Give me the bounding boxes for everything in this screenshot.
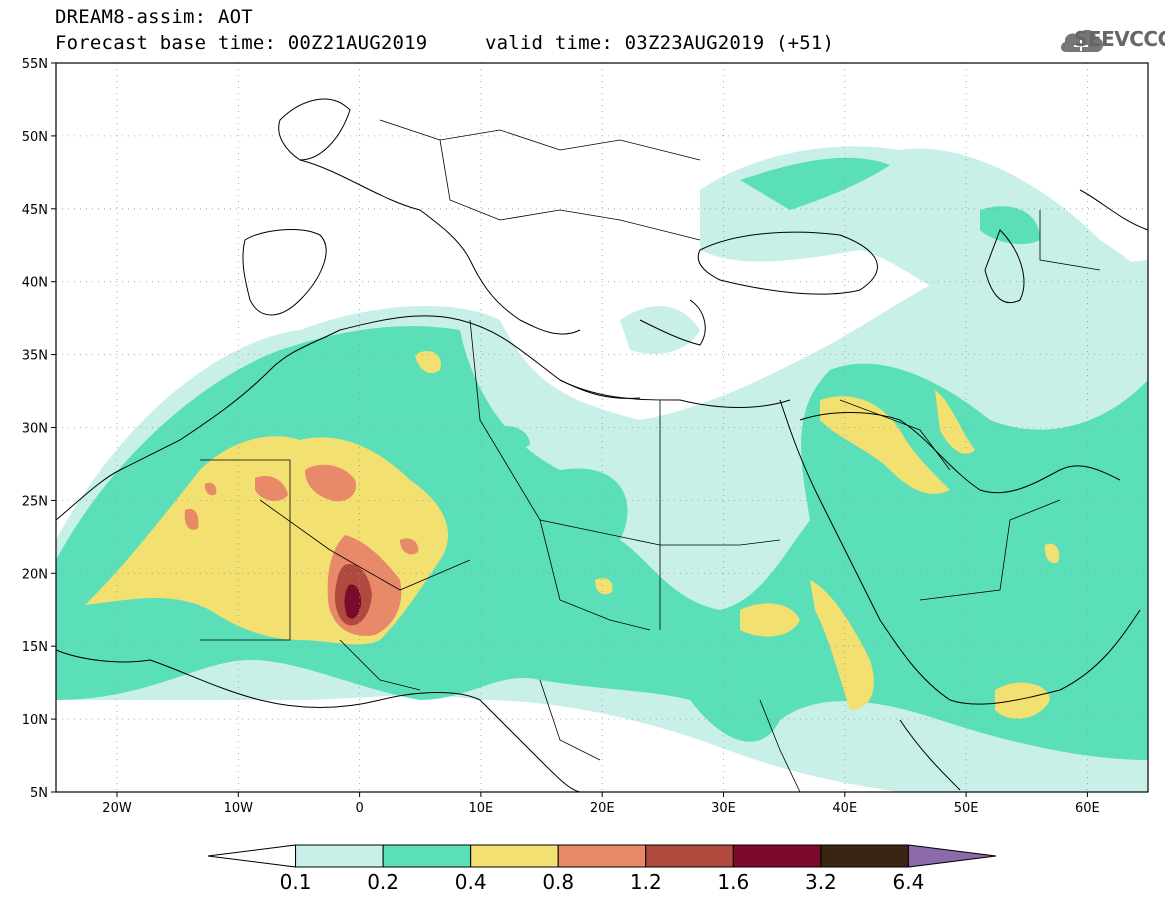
lon-label: 20E xyxy=(590,801,615,816)
aot-region-high xyxy=(935,390,975,454)
aot-region-very-high xyxy=(204,482,217,496)
colorbar-label: 1.2 xyxy=(630,870,662,894)
colorbar-swatch xyxy=(645,844,734,868)
aot-region-very-high xyxy=(305,464,356,502)
colorbar-label: 0.4 xyxy=(455,870,487,894)
aot-region-high xyxy=(740,603,800,637)
lat-label: 45N xyxy=(22,203,48,218)
aot-region-very-high xyxy=(184,508,199,530)
lat-label: 25N xyxy=(22,494,48,509)
aot-region-mid xyxy=(490,425,530,450)
aot-region-high xyxy=(415,350,441,374)
lon-label: 60E xyxy=(1075,801,1100,816)
lon-label: 10W xyxy=(224,801,254,816)
lon-label: 50E xyxy=(954,801,979,816)
aot-region-max xyxy=(344,584,362,619)
logo-text: SEEVCCC xyxy=(1074,27,1165,51)
colorbar-label: 0.2 xyxy=(367,870,399,894)
colorbar-label: 0.1 xyxy=(280,870,312,894)
aot-region-very-high xyxy=(400,538,419,555)
cloud-icon xyxy=(1060,29,1104,52)
latitude-labels: 55N 50N 45N 40N 35N 30N 25N 20N 15N 10N 5N xyxy=(22,57,56,801)
lat-label: 40N xyxy=(22,276,48,291)
aot-region-mid xyxy=(740,157,890,210)
lat-label: 10N xyxy=(22,713,48,728)
lat-label: 30N xyxy=(22,422,48,437)
colorbar-labels: 0.1 0.2 0.4 0.8 1.2 1.6 3.2 6.4 xyxy=(280,870,925,894)
aot-region-high xyxy=(810,580,874,710)
colorbar-swatch xyxy=(470,844,559,868)
lat-label: 35N xyxy=(22,349,48,364)
colorbar-arrow-high xyxy=(907,844,997,868)
lon-label: 20W xyxy=(102,801,132,816)
colorbar-swatch xyxy=(732,844,822,868)
colorbar-label: 0.8 xyxy=(542,870,574,894)
aot-region-mid xyxy=(980,206,1040,245)
aot-region-high xyxy=(595,578,613,595)
lon-label: 0 xyxy=(355,801,363,816)
colorbar-label: 1.6 xyxy=(717,870,749,894)
lon-label: 40E xyxy=(832,801,857,816)
lat-label: 50N xyxy=(22,130,48,145)
colorbar xyxy=(207,844,997,868)
coastlines xyxy=(55,98,1149,793)
country-borders xyxy=(200,119,1101,793)
longitude-labels: 20W 10W 0 10E 20E 30E 40E 50E 60E xyxy=(102,792,1100,816)
aot-region-high xyxy=(995,682,1050,719)
lat-label: 15N xyxy=(22,640,48,655)
aot-region-very-high xyxy=(255,475,288,502)
colorbar-label: 3.2 xyxy=(805,870,837,894)
map-title: DREAM8-assim: AOT xyxy=(55,6,253,28)
colorbar-swatch xyxy=(820,844,909,868)
lon-label: 30E xyxy=(711,801,736,816)
aot-region-high xyxy=(1044,543,1060,564)
lat-label: 20N xyxy=(22,567,48,582)
map-plot-area xyxy=(55,62,1149,793)
lat-label: 5N xyxy=(30,786,48,801)
colorbar-swatch xyxy=(295,844,384,868)
colorbar-swatch xyxy=(557,844,647,868)
forecast-base-time: Forecast base time: 00Z21AUG2019 xyxy=(55,32,428,54)
map-grid xyxy=(56,63,1148,792)
lon-label: 10E xyxy=(469,801,494,816)
lat-label: 55N xyxy=(22,57,48,72)
colorbar-swatch xyxy=(382,844,472,868)
colorbar-label: 6.4 xyxy=(893,870,925,894)
valid-time: valid time: 03Z23AUG2019 (+51) xyxy=(485,32,835,54)
colorbar-arrow-low xyxy=(207,844,297,868)
aot-region-high xyxy=(820,396,950,494)
